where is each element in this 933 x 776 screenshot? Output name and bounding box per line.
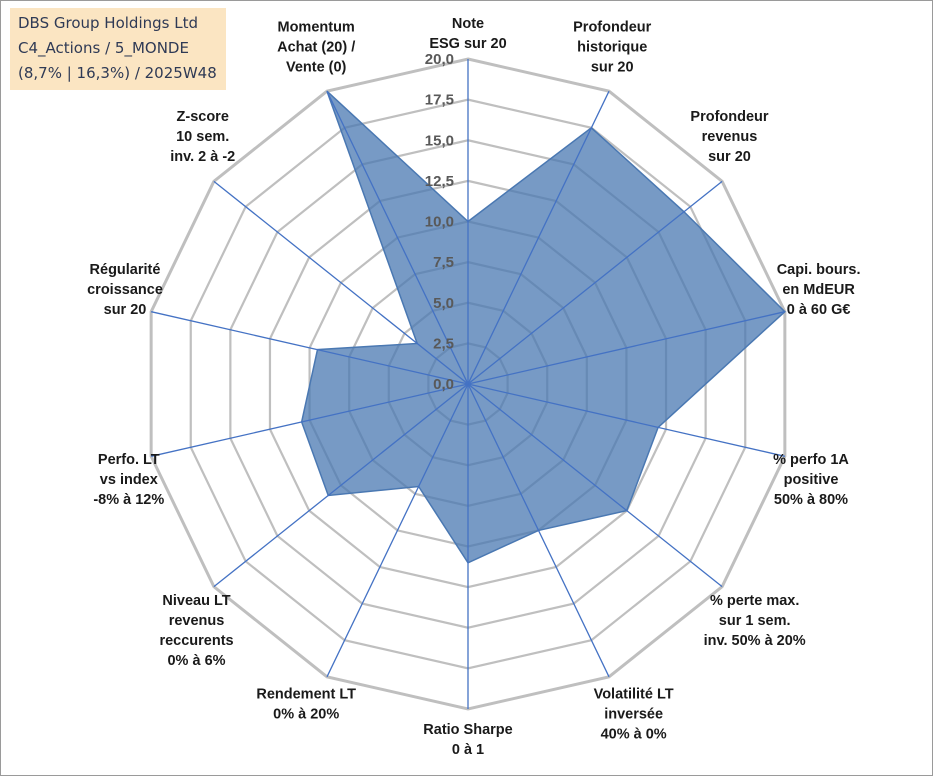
tick-label: 0,0 — [433, 376, 454, 393]
axis-label: Rendement LT 0% à 20% — [256, 687, 356, 723]
axis-spoke — [151, 311, 469, 385]
axis-spoke — [467, 311, 785, 385]
axis-spoke — [213, 180, 469, 385]
axis-label: Ratio Sharpe 0 à 1 — [423, 722, 512, 758]
axis-spoke — [467, 383, 785, 457]
axis-label: % perfo 1A positive 50% à 80% — [773, 452, 849, 508]
tick-layer: 0,0 2,5 5,0 7,5 10,0 12,5 15,0 17,5 20,0 — [425, 51, 454, 393]
axis-spoke — [213, 383, 469, 588]
axis-label: Capi. bours. en MdEUR 0 à 60 G€ — [777, 262, 861, 318]
axis-label: Perfo. LT vs index -8% à 12% — [93, 452, 164, 508]
axis-spoke — [151, 383, 469, 457]
tick-label: 2,5 — [433, 335, 454, 352]
tick-label: 5,0 — [433, 295, 454, 312]
axis-label: Niveau LT revenus reccurents 0% à 6% — [159, 593, 233, 669]
tick-label: 15,0 — [425, 132, 454, 149]
title-category: C4_Actions / 5_MONDE — [18, 39, 189, 57]
axis-spoke — [467, 383, 610, 678]
axis-label: % perte max. sur 1 sem. inv. 50% à 20% — [704, 593, 806, 649]
tick-label: 7,5 — [433, 254, 454, 271]
axis-spoke — [326, 90, 469, 385]
tick-label: 20,0 — [425, 51, 454, 68]
axis-spoke — [326, 383, 469, 678]
axis-spoke — [467, 90, 610, 385]
axis-label: Note ESG sur 20 — [429, 16, 506, 52]
axis-label: Régularité croissance sur 20 — [87, 262, 163, 318]
tick-label: 17,5 — [425, 92, 454, 109]
axis-spoke — [467, 180, 723, 385]
axis-spoke — [467, 383, 723, 588]
axis-label: Volatilité LT inversée 40% à 0% — [594, 687, 674, 743]
title-stats: (8,7% | 16,3%) / 2025W48 — [18, 64, 217, 82]
axis-label: Profondeur historique sur 20 — [573, 19, 651, 75]
axis-label: Profondeur revenus sur 20 — [690, 109, 768, 165]
title-company: DBS Group Holdings Ltd — [18, 14, 198, 32]
axis-label: Momentum Achat (20) / Vente (0) — [277, 19, 355, 75]
tick-label: 10,0 — [425, 214, 454, 231]
axis-label: Z-score 10 sem. inv. 2 à -2 — [170, 109, 235, 165]
chart-title-box: DBS Group Holdings Ltd C4_Actions / 5_MO… — [10, 8, 226, 90]
spoke-layer — [151, 59, 785, 709]
axis-label-layer: Note ESG sur 20 Profondeur historique sur 20… — [87, 16, 860, 758]
tick-label: 12,5 — [425, 173, 454, 190]
